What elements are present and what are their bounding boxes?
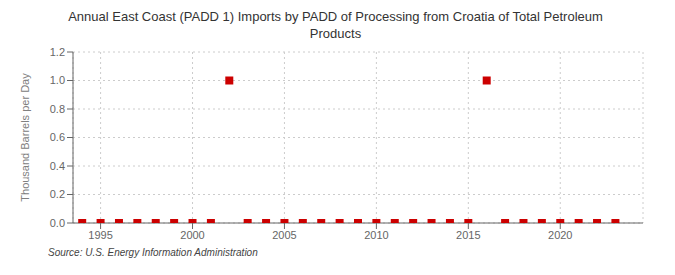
svg-text:2020: 2020 [548,229,572,241]
svg-text:2010: 2010 [364,229,388,241]
svg-text:1995: 1995 [88,229,112,241]
svg-text:0.2: 0.2 [50,188,65,200]
svg-text:2005: 2005 [272,229,296,241]
svg-text:0.0: 0.0 [50,217,65,229]
svg-text:2000: 2000 [180,229,204,241]
svg-text:1.2: 1.2 [50,46,65,58]
html-text:Source: U.S. Energy Informatio: Source: U.S. Energy Information Administ… [48,247,258,258]
svg-text:1.0: 1.0 [50,74,65,86]
svg-text:2015: 2015 [456,229,480,241]
svg-text:Thousand Barrels per Day: Thousand Barrels per Day [19,73,31,202]
svg-text:0.8: 0.8 [50,103,65,115]
svg-text:0.4: 0.4 [50,160,65,172]
html-text:Annual East Coast (PADD 1) Imp: Annual East Coast (PADD 1) Imports by PA… [68,9,603,41]
svg-text:0.6: 0.6 [50,131,65,143]
